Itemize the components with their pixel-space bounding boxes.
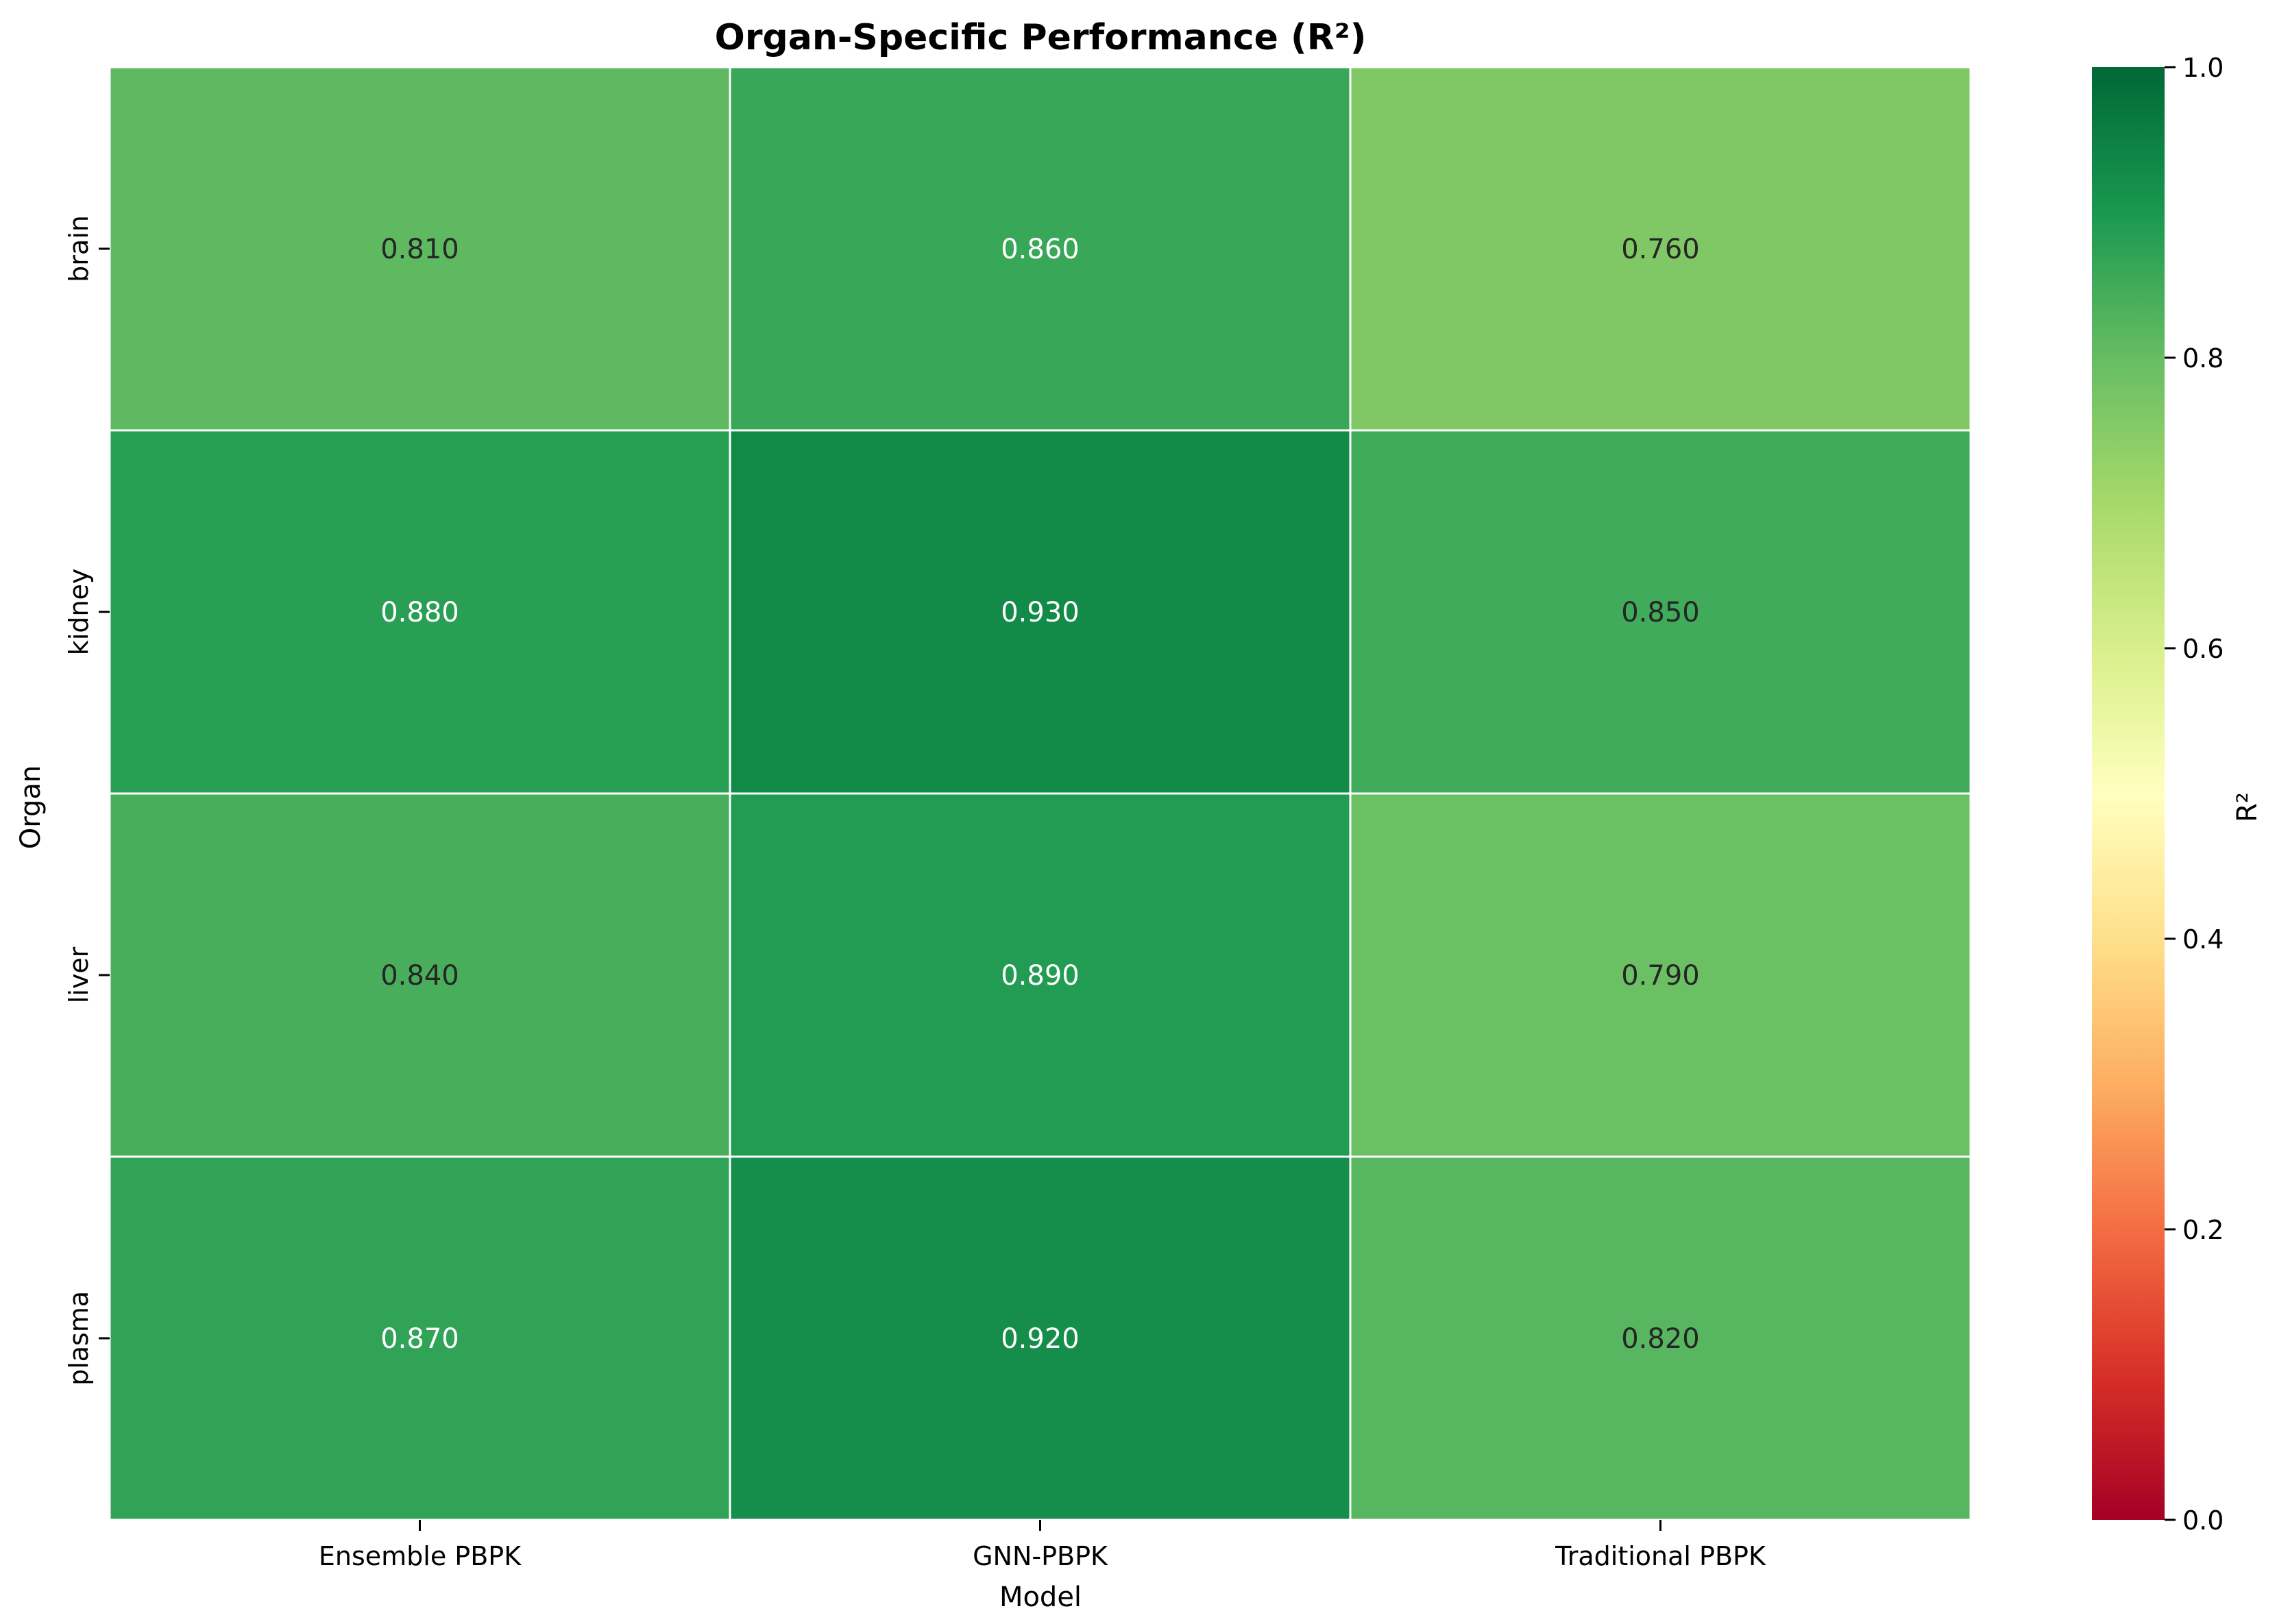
heatmap-cell — [108, 429, 731, 795]
colorbar-gradient — [2092, 67, 2165, 1520]
x-axis-label: Model — [999, 1582, 1082, 1613]
chart-title: Organ-Specific Performance (R²) — [715, 17, 1367, 58]
colorbar-tick-label: 0.8 — [2182, 343, 2224, 373]
heatmap-cell — [1349, 66, 1972, 432]
colorbar-label: R² — [2232, 792, 2263, 822]
x-tick-label: Ensemble PBPK — [319, 1541, 522, 1571]
cell-value-label: 0.920 — [1001, 1323, 1080, 1355]
heatmap-cell — [729, 792, 1352, 1158]
cell-value-label: 0.810 — [380, 234, 459, 265]
cell-value-label: 0.840 — [380, 960, 459, 992]
cell-value-label: 0.890 — [1001, 960, 1080, 992]
heatmap-cell — [108, 1155, 731, 1521]
y-tick-label: brain — [64, 215, 94, 282]
heatmap-cell — [108, 792, 731, 1158]
heatmap-cell — [729, 429, 1352, 795]
heatmap-cells: 0.810 0.860 0.760 0.880 0.930 0.850 0.840 0.890… — [108, 66, 1972, 1521]
y-tick-label: kidney — [64, 569, 94, 656]
cell-value-label: 0.860 — [1001, 234, 1080, 265]
colorbar-tick-label: 0.2 — [2182, 1215, 2224, 1245]
heatmap-cell — [1349, 1155, 1972, 1521]
colorbar: 0.0 0.2 0.4 0.6 0.8 1.0 R² — [2092, 53, 2263, 1536]
cell-value-label: 0.870 — [380, 1323, 459, 1355]
cell-value-label: 0.930 — [1001, 597, 1080, 628]
x-tick-label: Traditional PBPK — [1555, 1541, 1766, 1571]
cell-value-label: 0.760 — [1621, 234, 1700, 265]
cell-value-label: 0.880 — [380, 597, 459, 628]
y-axis-label: Organ — [15, 765, 47, 849]
axis-ticks: Ensemble PBPK GNN-PBPK Traditional PBPK bra… — [64, 215, 1766, 1571]
colorbar-tick-label: 0.4 — [2182, 924, 2224, 955]
heatmap-cell — [1349, 429, 1972, 795]
y-tick-label: liver — [64, 946, 94, 1003]
cell-value-label: 0.820 — [1621, 1323, 1700, 1355]
colorbar-tick-label: 1.0 — [2182, 53, 2224, 83]
colorbar-tick-label: 0.6 — [2182, 634, 2224, 664]
colorbar-tick-label: 0.0 — [2182, 1505, 2224, 1536]
y-tick-label: plasma — [64, 1291, 94, 1386]
cell-value-label: 0.790 — [1621, 960, 1700, 992]
x-tick-label: GNN-PBPK — [973, 1541, 1108, 1571]
cell-value-label: 0.850 — [1621, 597, 1700, 628]
heatmap-cell — [729, 66, 1352, 432]
colorbar-ticks: 0.0 0.2 0.4 0.6 0.8 1.0 — [2165, 53, 2224, 1536]
heatmap-cell — [108, 66, 731, 432]
